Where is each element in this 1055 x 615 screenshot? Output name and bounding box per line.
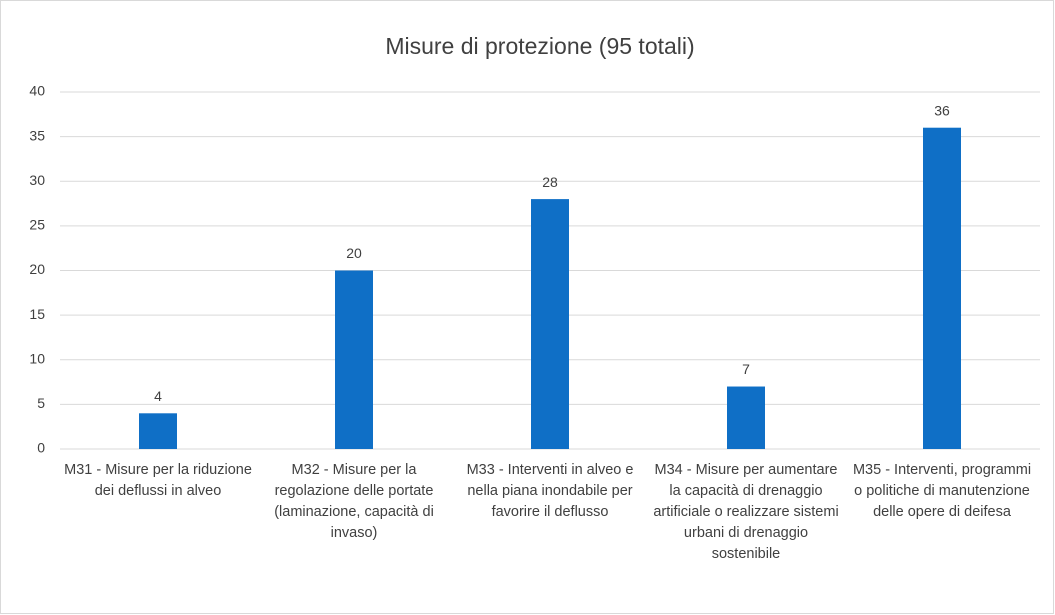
data-label: 4: [154, 388, 162, 404]
y-tick-label: 25: [29, 217, 45, 233]
y-tick-label: 30: [29, 172, 45, 188]
bar: [923, 127, 961, 449]
x-tick-label: M32 - Misure per la regolazione delle po…: [274, 462, 434, 541]
chart-title: Misure di protezione (95 totali): [385, 33, 694, 59]
bar: [139, 413, 177, 449]
data-label: 36: [934, 102, 950, 118]
y-tick-label: 20: [29, 261, 45, 277]
y-tick-label: 0: [37, 440, 45, 456]
data-label: 7: [742, 361, 750, 377]
x-tick-label: M34 - Misure per aumentare la capacità d…: [653, 462, 839, 562]
y-tick-label: 35: [29, 127, 45, 143]
x-tick-label: M35 - Interventi, programmi o politiche …: [852, 462, 1032, 520]
bar: [531, 199, 569, 449]
y-tick-label: 15: [29, 306, 45, 322]
x-tick-label: M31 - Misure per la riduzione dei deflus…: [64, 462, 252, 499]
bar: [335, 270, 373, 449]
x-tick-label: M33 - Interventi in alveo e nella piana …: [466, 462, 634, 520]
y-tick-label: 10: [29, 350, 45, 366]
data-label: 20: [346, 245, 362, 261]
y-tick-label: 40: [29, 83, 45, 99]
bar: [727, 386, 765, 449]
data-label: 28: [542, 174, 558, 190]
y-tick-label: 5: [37, 395, 45, 411]
